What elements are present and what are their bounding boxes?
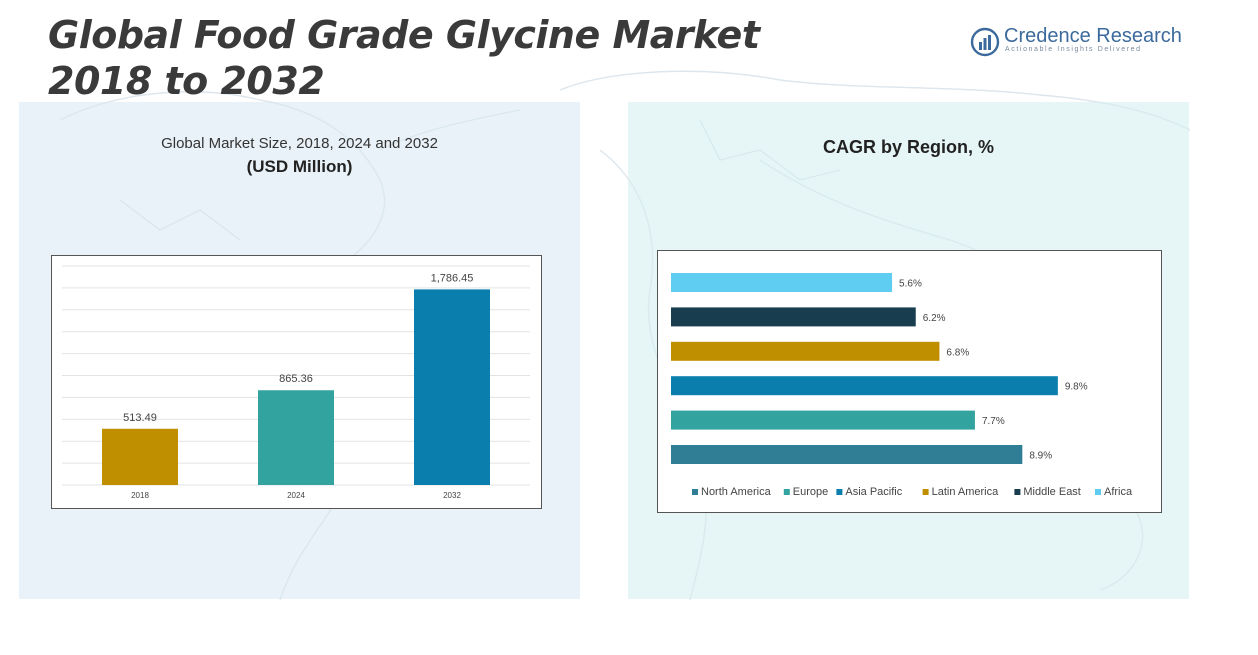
bar-value-label: 7.7% bbox=[982, 416, 1005, 427]
brand-tagline: Actionable Insights Delivered bbox=[1005, 46, 1142, 53]
legend-swatch bbox=[836, 489, 843, 495]
x-tick-label: 2024 bbox=[287, 491, 305, 500]
legend-label: Europe bbox=[793, 486, 828, 498]
title-line-2: 2018 to 2032 bbox=[48, 59, 325, 103]
bar-value-label: 5.6% bbox=[899, 279, 922, 290]
legend-swatch bbox=[1014, 489, 1021, 495]
bar-2024 bbox=[258, 390, 334, 485]
bar-latin-america bbox=[671, 341, 940, 361]
bar-value-label: 865.36 bbox=[279, 373, 313, 385]
bar-chart-logo-icon bbox=[970, 27, 1000, 57]
brand-name: Credence Research bbox=[1004, 25, 1182, 47]
legend-label: North America bbox=[701, 486, 772, 498]
bar-europe bbox=[671, 410, 975, 430]
bar-north-america bbox=[671, 445, 1023, 464]
brand-logo: Credence Research Actionable Insights De… bbox=[970, 25, 1182, 59]
bar-value-label: 6.2% bbox=[923, 313, 946, 324]
legend-swatch bbox=[1095, 489, 1101, 495]
page-title: Global Food Grade Glycine Market 2018 to… bbox=[48, 12, 760, 104]
legend-label: Asia Pacific bbox=[845, 486, 902, 498]
legend-swatch bbox=[922, 489, 929, 495]
cagr-chart-frame: 5.6% 6.2% 6.8% 9.8% 7.7% 8.9% North America Eur… bbox=[657, 250, 1162, 513]
legend-swatch bbox=[692, 489, 698, 495]
legend-label: Middle East bbox=[1023, 486, 1080, 498]
bar-value-label: 6.8% bbox=[946, 347, 969, 358]
bar-value-label: 8.9% bbox=[1029, 451, 1052, 462]
bar-asia-pacific bbox=[671, 376, 1058, 396]
market-size-chart-frame: 513.49 2018 865.36 2024 1,786.45 2032 bbox=[51, 255, 542, 509]
x-tick-label: 2018 bbox=[131, 491, 149, 500]
bar-value-label: 9.8% bbox=[1065, 382, 1088, 393]
cagr-horizontal-bar-chart: 5.6% 6.2% 6.8% 9.8% 7.7% 8.9% North America Eur… bbox=[671, 273, 1133, 498]
bar-2018 bbox=[102, 428, 178, 485]
market-size-subtitle: Global Market Size, 2018, 2024 and 2032 bbox=[161, 135, 438, 152]
title-line-1: Global Food Grade Glycine Market bbox=[48, 13, 760, 57]
legend-label: Africa bbox=[1104, 486, 1133, 498]
market-size-bar-chart: 513.49 2018 865.36 2024 1,786.45 2032 bbox=[62, 265, 530, 500]
bar-middle-east bbox=[671, 307, 916, 327]
legend-label: Latin America bbox=[932, 486, 1000, 498]
bar-2032 bbox=[414, 289, 490, 485]
x-tick-label: 2032 bbox=[443, 491, 461, 500]
bar-value-label: 1,786.45 bbox=[431, 272, 474, 284]
bar-africa bbox=[671, 273, 893, 292]
market-size-unit: (USD Million) bbox=[246, 157, 353, 176]
bar-value-label: 513.49 bbox=[123, 412, 157, 424]
cagr-subtitle: CAGR by Region, % bbox=[822, 137, 994, 157]
legend-swatch bbox=[783, 489, 790, 495]
